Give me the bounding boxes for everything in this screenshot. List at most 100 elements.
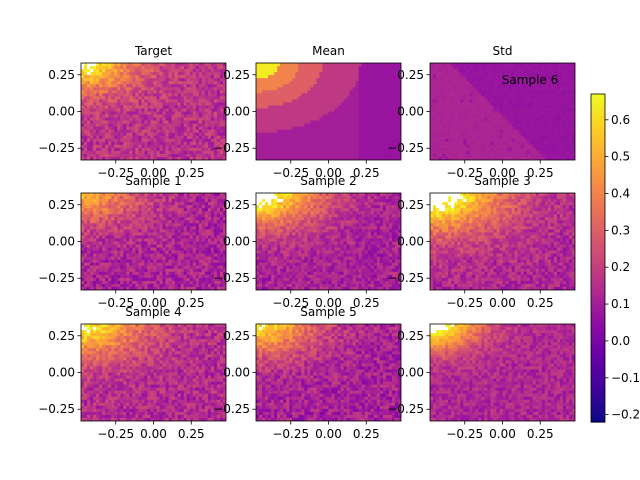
heatmap-cell xyxy=(355,150,360,155)
heatmap-cell xyxy=(358,105,363,109)
heatmap-cell xyxy=(319,141,323,146)
heatmap-cell xyxy=(493,147,497,152)
heatmap-cell xyxy=(472,114,476,118)
heatmap-cell xyxy=(153,153,157,158)
heatmap-cell xyxy=(349,81,354,85)
heatmap-cell xyxy=(565,66,570,70)
heatmap-cell xyxy=(538,150,543,155)
heatmap-cell xyxy=(316,117,320,121)
heatmap-cell xyxy=(138,205,142,209)
heatmap-cell xyxy=(499,99,503,103)
heatmap-cell xyxy=(207,193,212,197)
heatmap-cell xyxy=(523,66,528,70)
heatmap-cell xyxy=(301,138,305,143)
heatmap-cell xyxy=(307,96,311,100)
heatmap-cell xyxy=(328,132,332,137)
heatmap-cell xyxy=(499,141,503,146)
heatmap-cell xyxy=(259,153,263,158)
heatmap-cell xyxy=(547,66,552,70)
heatmap-cell xyxy=(84,205,88,209)
heatmap-cell xyxy=(313,123,317,128)
heatmap-cell xyxy=(391,132,396,137)
heatmap-cell xyxy=(283,102,287,106)
heatmap-cell xyxy=(180,138,185,143)
heatmap-cell xyxy=(511,90,515,94)
heatmap-cell xyxy=(150,111,154,115)
heatmap-cell xyxy=(304,84,308,88)
heatmap-cell xyxy=(328,87,332,91)
heatmap-cell xyxy=(126,114,130,118)
heatmap-cell xyxy=(274,126,278,131)
heatmap-cell xyxy=(150,87,154,91)
heatmap-cell xyxy=(430,144,434,149)
heatmap-cell xyxy=(123,132,127,137)
heatmap-cell xyxy=(550,111,555,115)
heatmap-cell xyxy=(535,66,540,70)
heatmap-cell xyxy=(481,150,485,155)
heatmap-cell xyxy=(141,199,145,203)
heatmap-cell xyxy=(301,66,305,70)
heatmap-cell xyxy=(337,129,341,134)
heatmap-cell xyxy=(310,114,314,118)
heatmap-cell xyxy=(493,126,497,131)
heatmap-cell xyxy=(436,111,440,115)
heatmap-cell xyxy=(436,78,440,82)
heatmap-cell xyxy=(514,111,518,115)
heatmap-cell xyxy=(337,66,341,70)
heatmap-cell xyxy=(544,75,549,79)
heatmap-cell xyxy=(204,156,209,160)
heatmap-cell xyxy=(207,156,212,160)
heatmap-cell xyxy=(340,150,344,155)
heatmap-cell xyxy=(334,117,338,121)
heatmap-cell xyxy=(283,93,287,97)
heatmap-cell xyxy=(490,123,494,128)
heatmap-cell xyxy=(322,75,326,79)
heatmap-cell xyxy=(195,196,200,200)
heatmap-cell xyxy=(213,117,218,121)
heatmap-cell xyxy=(165,66,169,70)
heatmap-cell xyxy=(370,132,375,137)
heatmap-cell xyxy=(84,99,88,103)
heatmap-cell xyxy=(313,144,317,149)
heatmap-cell xyxy=(168,84,173,88)
heatmap-cell xyxy=(189,193,194,197)
heatmap-cell xyxy=(379,144,384,149)
heatmap-cell xyxy=(565,102,570,106)
heatmap-cell xyxy=(301,78,305,82)
heatmap-cell xyxy=(460,63,464,67)
heatmap-cell xyxy=(198,138,203,143)
heatmap-cell xyxy=(514,69,518,73)
heatmap-cell xyxy=(502,153,506,158)
heatmap-cell xyxy=(265,90,269,94)
heatmap-cell xyxy=(508,144,512,149)
heatmap-cell xyxy=(334,87,338,91)
heatmap-cell xyxy=(292,87,296,91)
heatmap-cell xyxy=(487,123,491,128)
heatmap-cell xyxy=(460,66,464,70)
heatmap-cell xyxy=(277,126,281,131)
heatmap-cell xyxy=(460,69,464,73)
heatmap-cell xyxy=(165,99,169,103)
heatmap-cell xyxy=(204,202,209,206)
heatmap-cell xyxy=(123,72,127,76)
heatmap-cell xyxy=(204,117,209,121)
heatmap-cell xyxy=(517,147,522,152)
heatmap-cell xyxy=(162,208,166,212)
heatmap-cell xyxy=(313,66,317,70)
heatmap-cell xyxy=(565,153,570,158)
heatmap-cell xyxy=(147,114,151,118)
heatmap-cell xyxy=(177,75,182,79)
heatmap-cell xyxy=(304,141,308,146)
heatmap-cell xyxy=(147,78,151,82)
heatmap-cell xyxy=(448,156,452,160)
heatmap-cell xyxy=(499,93,503,97)
heatmap-cell xyxy=(388,117,393,121)
heatmap-cell xyxy=(304,129,308,134)
heatmap-cell xyxy=(192,78,197,82)
heatmap-cell xyxy=(90,108,94,112)
heatmap-cell xyxy=(265,153,269,158)
heatmap-cell xyxy=(466,123,470,128)
heatmap-cell xyxy=(571,126,575,131)
heatmap-cell xyxy=(535,84,540,88)
heatmap-cell xyxy=(469,105,473,109)
